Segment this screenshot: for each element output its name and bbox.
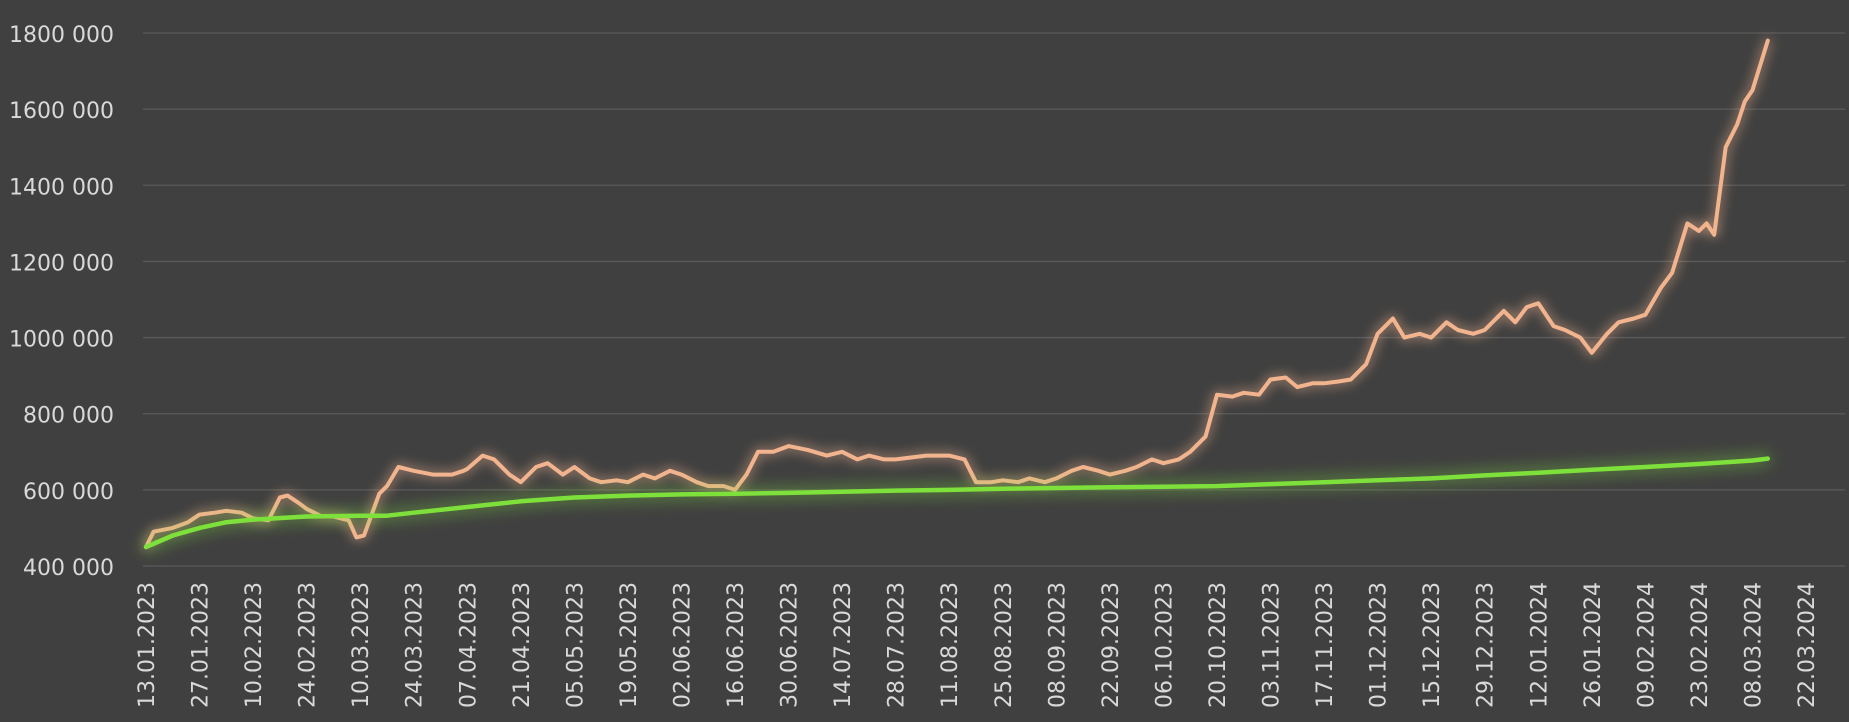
x-tick-label: 06.10.2023	[1152, 582, 1177, 708]
x-tick-label: 09.02.2024	[1634, 582, 1659, 708]
y-axis: 400 000 600 000 800 000 1000 000 1200 000 140…	[9, 23, 114, 581]
x-tick-label: 05.05.2023	[563, 582, 588, 708]
x-tick-label: 10.02.2023	[242, 582, 267, 708]
x-tick-label: 03.11.2023	[1260, 582, 1285, 708]
x-tick-label: 01.12.2023	[1367, 582, 1392, 708]
x-tick-label: 24.03.2023	[403, 582, 428, 708]
x-axis: 13.01.2023 27.01.2023 10.02.2023 24.02.2023…	[135, 582, 1820, 708]
grid-lines	[143, 32, 1845, 567]
x-tick-label: 08.03.2024	[1741, 582, 1766, 708]
y-tick-label: 1800 000	[9, 23, 114, 48]
x-tick-label: 28.07.2023	[885, 582, 910, 708]
x-tick-label: 25.08.2023	[992, 582, 1017, 708]
x-tick-label: 19.05.2023	[617, 582, 642, 708]
x-tick-label: 17.11.2023	[1313, 582, 1338, 708]
x-tick-label: 27.01.2023	[189, 582, 214, 708]
x-tick-label: 10.03.2023	[349, 582, 374, 708]
x-tick-label: 23.02.2024	[1688, 582, 1713, 708]
y-tick-label: 1000 000	[9, 328, 114, 353]
x-tick-label: 22.09.2023	[1099, 582, 1124, 708]
x-tick-label: 12.01.2024	[1527, 582, 1552, 708]
x-tick-label: 08.09.2023	[1045, 582, 1070, 708]
x-tick-label: 24.02.2023	[296, 582, 321, 708]
y-tick-label: 600 000	[23, 480, 114, 505]
y-tick-label: 1400 000	[9, 175, 114, 200]
x-tick-label: 30.06.2023	[778, 582, 803, 708]
x-tick-label: 13.01.2023	[135, 582, 160, 708]
x-tick-label: 20.10.2023	[1206, 582, 1231, 708]
x-tick-label: 21.04.2023	[510, 582, 535, 708]
y-tick-label: 800 000	[23, 404, 114, 429]
y-tick-label: 1200 000	[9, 251, 114, 276]
x-tick-label: 02.06.2023	[670, 582, 695, 708]
series-line-invested	[143, 456, 1771, 550]
y-tick-label: 400 000	[23, 556, 114, 581]
x-tick-label: 15.12.2023	[1420, 582, 1445, 708]
series-line-portfolio	[144, 38, 1770, 549]
y-tick-label: 1600 000	[9, 99, 114, 124]
x-tick-label: 16.06.2023	[724, 582, 749, 708]
x-tick-label: 11.08.2023	[938, 582, 963, 708]
x-tick-label: 29.12.2023	[1474, 582, 1499, 708]
x-tick-label: 14.07.2023	[831, 582, 856, 708]
x-tick-label: 26.01.2024	[1581, 582, 1606, 708]
plot-area	[143, 38, 1771, 550]
x-tick-label: 07.04.2023	[456, 582, 481, 708]
x-tick-label: 22.03.2024	[1795, 582, 1820, 708]
